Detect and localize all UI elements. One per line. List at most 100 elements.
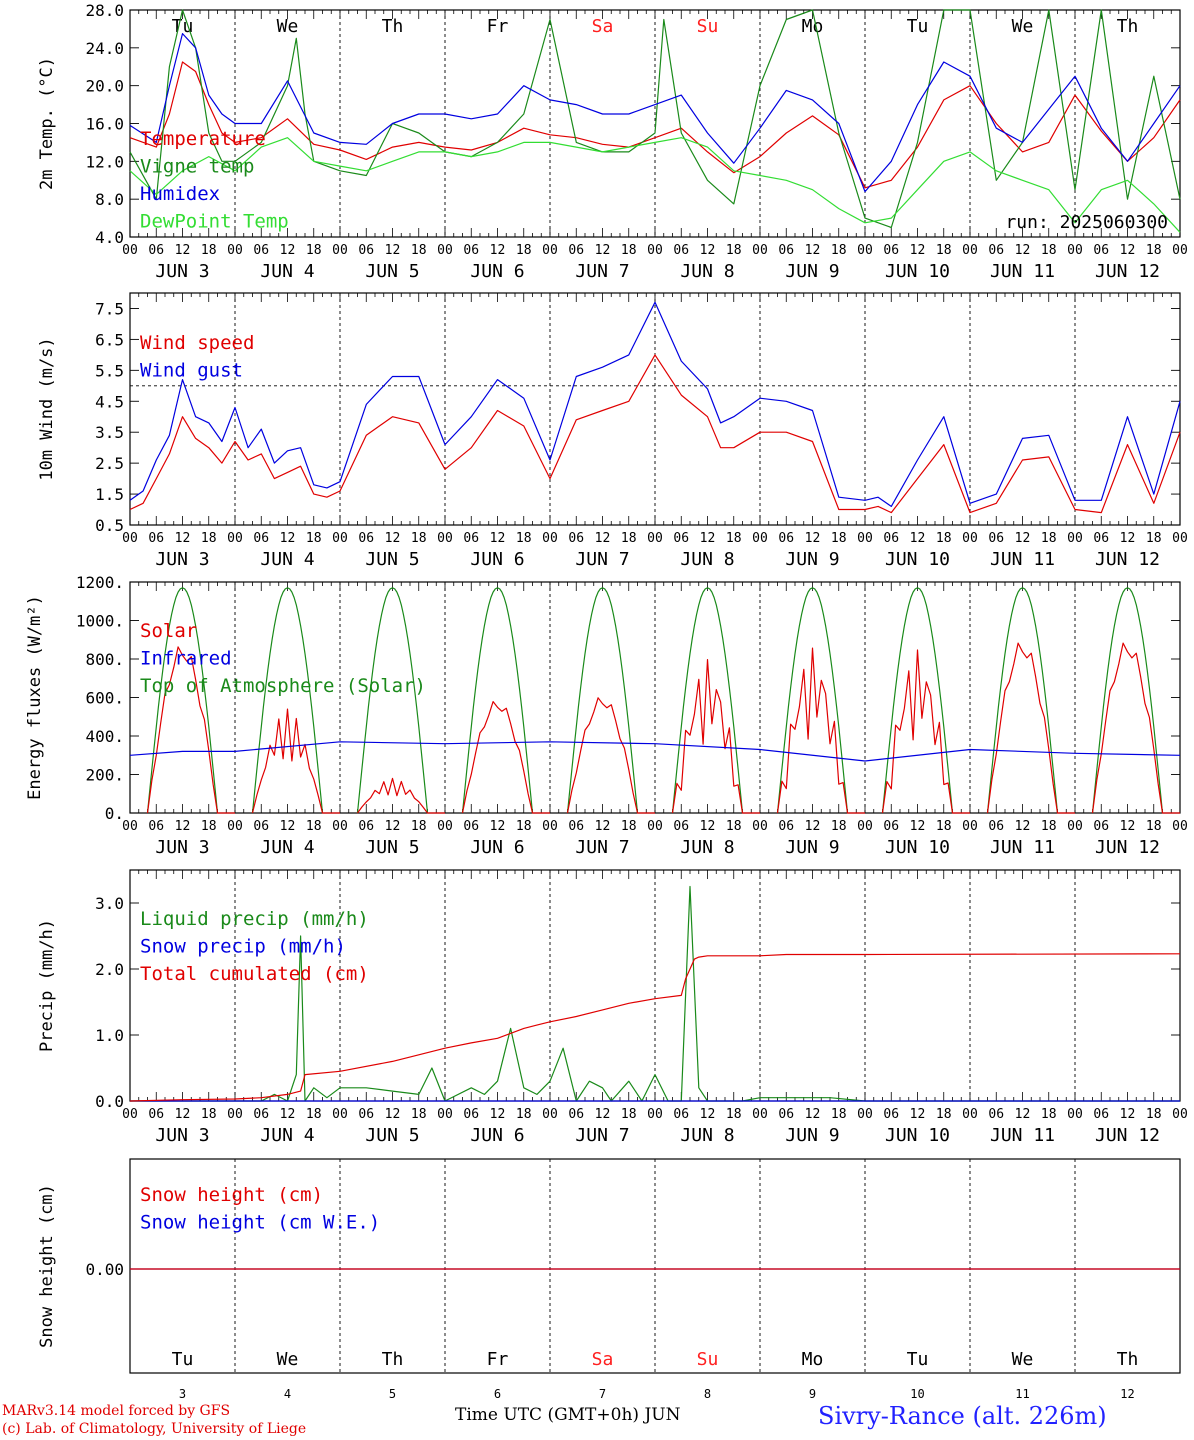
- y-tick-label: 1200.: [76, 573, 124, 592]
- hour-tick-label: 00: [332, 819, 348, 834]
- hour-tick-label: 06: [148, 1107, 164, 1122]
- hour-tick-label: 18: [831, 531, 847, 546]
- y-tick-label: 8.0: [95, 190, 124, 209]
- series-blue: [129, 301, 1181, 507]
- hour-tick-label: 00: [752, 1107, 768, 1122]
- model-credit: MARv3.14 model forced by GFS (c) Lab. of…: [2, 1402, 306, 1438]
- day-name: Mo: [802, 16, 824, 37]
- hour-tick-label: 00: [542, 531, 558, 546]
- day-name: We: [277, 1349, 299, 1370]
- hour-tick-label: 18: [621, 531, 637, 546]
- hour-tick-label: 00: [437, 819, 453, 834]
- hour-tick-label: 00: [1067, 531, 1083, 546]
- hour-tick-label: 18: [936, 531, 952, 546]
- hour-tick-label: 18: [201, 531, 217, 546]
- hour-tick-label: 06: [358, 819, 374, 834]
- hour-tick-label: 06: [673, 819, 689, 834]
- hour-tick-label: 00: [1172, 819, 1188, 834]
- hour-tick-label: 06: [778, 243, 794, 258]
- hour-tick-label: 12: [175, 243, 191, 258]
- hour-tick-label: 12: [1120, 1107, 1136, 1122]
- hour-tick-label: 06: [253, 243, 269, 258]
- day-name: Th: [382, 1349, 404, 1370]
- hour-tick-label: 00: [962, 531, 978, 546]
- hour-tick-label: 06: [778, 819, 794, 834]
- day-name: Mo: [802, 1349, 824, 1370]
- model-credit-line1: MARv3.14 model forced by GFS: [2, 1403, 231, 1419]
- date-label: JUN 8: [680, 837, 734, 858]
- day-name: Su: [697, 1349, 719, 1370]
- hour-tick-label: 00: [857, 1107, 873, 1122]
- solar-series: [671, 658, 760, 814]
- y-tick-label: 3.5: [95, 423, 124, 442]
- hour-tick-label: 18: [726, 243, 742, 258]
- date-label: JUN 3: [155, 549, 209, 570]
- series-red: [129, 61, 1181, 189]
- y-tick-label: 6.5: [95, 330, 124, 349]
- hour-tick-label: 00: [122, 531, 138, 546]
- hour-tick-label: 18: [621, 243, 637, 258]
- date-label: JUN 4: [260, 261, 314, 282]
- hour-tick-label: 06: [673, 243, 689, 258]
- hour-tick-label: 06: [988, 1107, 1004, 1122]
- hour-tick-label: 12: [175, 531, 191, 546]
- date-label: JUN 9: [785, 1125, 839, 1146]
- date-label: JUN 4: [260, 549, 314, 570]
- hour-tick-label: 18: [936, 819, 952, 834]
- day-number: 3: [179, 1387, 186, 1401]
- hour-tick-label: 12: [1120, 531, 1136, 546]
- hour-tick-label: 06: [1093, 1107, 1109, 1122]
- hour-tick-label: 12: [910, 531, 926, 546]
- date-label: JUN 8: [680, 261, 734, 282]
- hour-tick-label: 00: [122, 243, 138, 258]
- date-label: JUN 7: [575, 1125, 629, 1146]
- legend-entry: Snow height (cm): [140, 1184, 323, 1206]
- hour-tick-label: 18: [726, 819, 742, 834]
- hour-tick-label: 06: [778, 1107, 794, 1122]
- hour-tick-label: 12: [385, 243, 401, 258]
- date-label: JUN 12: [1095, 1125, 1160, 1146]
- hour-tick-label: 06: [883, 531, 899, 546]
- hour-tick-label: 18: [411, 531, 427, 546]
- hour-tick-label: 12: [1015, 243, 1031, 258]
- date-label: JUN 9: [785, 261, 839, 282]
- date-label: JUN 8: [680, 549, 734, 570]
- date-label: JUN 3: [155, 1125, 209, 1146]
- legend-entry: Total cumulated (cm): [140, 963, 369, 985]
- hour-tick-label: 00: [542, 819, 558, 834]
- series-red: [129, 354, 1181, 514]
- date-label: JUN 6: [470, 549, 524, 570]
- toa-solar-arc: [146, 587, 219, 814]
- hour-tick-label: 00: [122, 819, 138, 834]
- hour-tick-label: 06: [463, 531, 479, 546]
- series-blue: [129, 32, 1181, 193]
- hour-tick-label: 18: [1041, 819, 1057, 834]
- hour-tick-label: 18: [936, 1107, 952, 1122]
- legend-entry: Wind gust: [140, 360, 243, 382]
- hour-tick-label: 00: [752, 819, 768, 834]
- hour-tick-label: 12: [595, 531, 611, 546]
- hour-tick-label: 12: [280, 243, 296, 258]
- y-axis-label: Energy fluxes (W/m²): [25, 595, 45, 800]
- hour-tick-label: 06: [568, 243, 584, 258]
- hour-tick-label: 00: [542, 1107, 558, 1122]
- legend-entry: Vigne temp: [140, 156, 254, 178]
- hour-tick-label: 12: [805, 1107, 821, 1122]
- hour-tick-label: 12: [1015, 531, 1031, 546]
- hour-tick-label: 18: [201, 1107, 217, 1122]
- hour-tick-label: 12: [490, 819, 506, 834]
- hour-tick-label: 06: [988, 531, 1004, 546]
- solar-series: [461, 700, 550, 814]
- y-axis-label: Snow height (cm): [37, 1184, 57, 1348]
- hour-tick-label: 06: [253, 1107, 269, 1122]
- day-name: Sa: [592, 16, 614, 37]
- date-label: JUN 10: [885, 1125, 950, 1146]
- y-tick-label: 7.5: [95, 299, 124, 318]
- solar-series: [881, 649, 970, 814]
- series-red: [129, 953, 1181, 1102]
- hour-tick-label: 12: [385, 819, 401, 834]
- hour-tick-label: 18: [1146, 819, 1162, 834]
- hour-tick-label: 18: [1041, 243, 1057, 258]
- y-tick-label: 800.: [85, 650, 124, 669]
- hour-tick-label: 00: [647, 531, 663, 546]
